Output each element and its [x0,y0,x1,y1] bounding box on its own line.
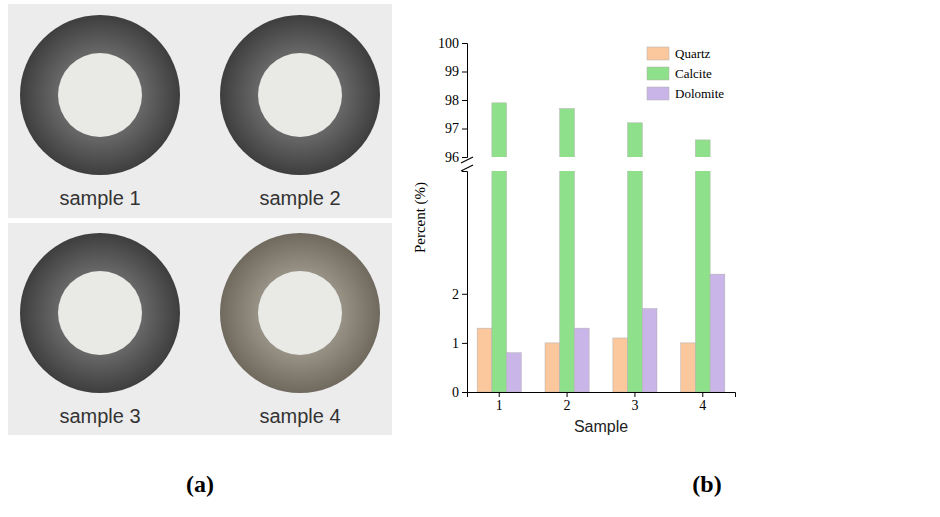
sample-label: sample 2 [259,187,340,209]
sample-ring [220,15,380,175]
y-tick: 99 [445,64,467,79]
y-tick: 98 [445,93,467,108]
bar [681,343,696,392]
sample-label: sample 1 [59,187,140,209]
tick-label: 98 [445,93,459,108]
bar [492,103,507,157]
tick-mark [462,392,467,393]
bars-lower [477,171,725,392]
x-tick: 1 [496,392,503,413]
sample-center [58,53,142,137]
legend-swatch [647,87,669,100]
legend-swatch [647,47,669,60]
chart-panel: 96 97 98 99 100 0 1 2 1 2 3 4 Sample Percent (%) Quart… [412,0,736,517]
tick-mark [634,392,635,397]
axis-line [462,172,468,393]
bar [695,140,710,157]
tick-mark [567,392,568,397]
y-tick: 1 [452,336,467,351]
y-axis-title: Percent (%) [412,182,429,253]
photo-panel: sample 1 sample 2 sample 3 sample 4 [8,4,392,435]
bar [574,328,589,392]
tick-label: 97 [445,121,459,136]
bar [695,171,710,392]
axis-break [461,157,473,163]
tick-label: 3 [631,398,638,413]
legend: Quartz Calcite Dolomite [647,46,724,101]
x-tick: 3 [631,392,638,413]
sample-label: sample 4 [259,405,340,427]
tick-mark [462,72,467,73]
tick-mark [462,43,467,44]
bar [560,109,575,157]
tick-label: 4 [699,398,706,413]
tick-mark [462,294,467,295]
sample-center [58,271,142,355]
y-axis-lower: 0 1 2 [452,172,468,400]
bars-upper [492,103,710,157]
bar [507,353,522,392]
axis-line [468,393,736,398]
y-tick: 0 [452,385,467,400]
tick-mark [462,129,467,130]
photo-box [8,223,392,435]
tick-label: 1 [452,336,459,351]
figure: sample 1 sample 2 sample 3 sample 4 (a) (b) 96… [0,0,940,517]
tick-mark [462,100,467,101]
y-tick: 100 [438,36,467,51]
bar [545,343,560,392]
y-axis-upper: 96 97 98 99 100 [438,36,468,165]
x-tick: 2 [564,392,571,413]
tick-label: 2 [564,398,571,413]
bar [710,274,725,392]
tick-label: 2 [452,287,459,302]
photo-box [8,4,392,218]
x-axis-title: Sample [574,418,628,435]
bar [628,171,643,392]
x-tick: 4 [699,392,706,413]
bar [628,123,643,157]
tick-label: 1 [496,398,503,413]
y-tick: 96 [445,150,467,165]
tick-label: 99 [445,64,459,79]
y-tick: 2 [452,287,467,302]
sample-center [258,53,342,137]
legend-swatch [647,67,669,80]
legend-label: Calcite [675,66,712,81]
tick-mark [462,343,467,344]
tick-mark [462,157,467,158]
bar [642,309,657,392]
bar [560,171,575,392]
bar [477,328,492,392]
sample-ring [20,233,180,393]
tick-mark [499,392,500,397]
tick-mark [702,392,703,397]
sample-ring [220,233,380,393]
tick-label: 0 [452,385,459,400]
legend-label: Quartz [675,46,711,61]
axis-line [462,44,468,158]
y-tick: 97 [445,121,467,136]
x-axis: 1 2 3 4 [468,392,736,413]
tick-label: 100 [438,36,459,51]
axis-break [461,165,473,171]
sample-label: sample 3 [59,405,140,427]
sample-ring [20,15,180,175]
panel-letter: (a) [186,471,214,497]
legend-label: Dolomite [675,86,724,101]
bar [613,338,628,392]
bar [492,171,507,392]
panel-letter: (b) [692,471,721,497]
sample-center [258,271,342,355]
tick-label: 96 [445,150,459,165]
